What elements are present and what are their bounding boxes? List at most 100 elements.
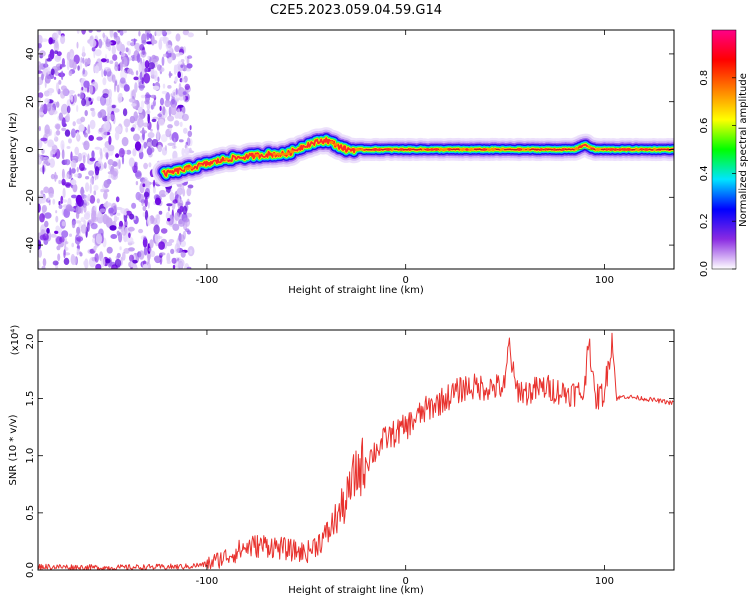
noise-blob bbox=[108, 174, 112, 179]
ridge-hotspot bbox=[578, 145, 583, 149]
noise-blob bbox=[94, 166, 100, 176]
noise-blob bbox=[161, 90, 168, 95]
noise-blob bbox=[66, 59, 70, 71]
noise-blob bbox=[61, 168, 65, 180]
noise-blob bbox=[95, 263, 102, 269]
noise-blob bbox=[121, 224, 127, 236]
ridge-hotspot bbox=[206, 162, 212, 165]
noise-blob bbox=[73, 173, 79, 178]
noise-blob bbox=[60, 63, 66, 68]
ridge-hotspot bbox=[459, 148, 466, 151]
ridge-hotspot bbox=[220, 158, 224, 162]
noise-blob bbox=[46, 227, 50, 234]
y-tick-label: 1.5 bbox=[25, 391, 36, 407]
noise-blob bbox=[180, 64, 184, 68]
ridge-hotspot bbox=[625, 148, 632, 151]
snr-background bbox=[38, 330, 674, 570]
noise-blob bbox=[112, 54, 118, 61]
noise-blob bbox=[147, 55, 150, 60]
noise-blob bbox=[184, 55, 188, 60]
noise-blob bbox=[107, 144, 115, 152]
noise-blob bbox=[172, 264, 176, 269]
noise-blob bbox=[138, 150, 144, 160]
noise-blob bbox=[55, 130, 61, 136]
noise-blob bbox=[93, 184, 99, 191]
noise-blob bbox=[122, 251, 126, 261]
ridge-hotspot bbox=[399, 148, 404, 151]
figure-title: C2E5.2023.059.04.59.G14 bbox=[270, 3, 442, 18]
ridge-hotspot bbox=[355, 148, 361, 151]
noise-blob bbox=[140, 49, 147, 58]
noise-blob bbox=[64, 241, 69, 245]
noise-blob bbox=[130, 42, 136, 47]
ridge-hotspot bbox=[276, 152, 282, 156]
noise-blob bbox=[134, 82, 138, 93]
noise-blob bbox=[86, 222, 90, 232]
noise-blob bbox=[60, 195, 64, 205]
noise-blob bbox=[178, 139, 184, 143]
noise-blob bbox=[178, 52, 183, 56]
noise-blob bbox=[149, 239, 154, 249]
noise-blob bbox=[144, 196, 148, 208]
noise-blob bbox=[81, 86, 84, 91]
ridge-hotspot bbox=[251, 154, 255, 158]
noise-blob bbox=[167, 206, 170, 212]
noise-blob bbox=[77, 65, 80, 71]
noise-blob bbox=[38, 239, 42, 250]
noise-blob bbox=[62, 199, 68, 203]
noise-blob bbox=[71, 220, 76, 229]
noise-blob bbox=[140, 94, 146, 99]
noise-blob bbox=[47, 196, 50, 201]
noise-blob bbox=[186, 266, 192, 269]
noise-blob bbox=[138, 250, 145, 260]
ridge-hotspot bbox=[643, 148, 649, 151]
noise-blob bbox=[184, 83, 190, 90]
noise-blob bbox=[116, 84, 120, 93]
noise-blob bbox=[88, 97, 92, 102]
noise-blob bbox=[41, 266, 46, 269]
noise-blob bbox=[102, 93, 109, 99]
noise-blob bbox=[150, 128, 153, 132]
noise-blob bbox=[47, 88, 55, 94]
noise-blob bbox=[103, 67, 111, 72]
noise-blob bbox=[65, 204, 73, 212]
noise-blob bbox=[97, 157, 102, 164]
ridge-hotspot bbox=[526, 148, 530, 151]
noise-blob bbox=[151, 118, 157, 123]
ridge-hotspot bbox=[608, 148, 614, 151]
noise-blob bbox=[55, 124, 61, 130]
noise-blob bbox=[83, 204, 87, 213]
noise-blob bbox=[150, 104, 154, 110]
noise-blob bbox=[90, 97, 94, 102]
noise-blob bbox=[109, 225, 117, 231]
noise-blob bbox=[89, 119, 96, 130]
noise-blob bbox=[115, 35, 121, 45]
noise-blob bbox=[116, 252, 121, 259]
noise-blob bbox=[162, 83, 166, 89]
noise-blob bbox=[147, 254, 150, 265]
noise-blob bbox=[60, 70, 64, 81]
noise-blob bbox=[42, 258, 46, 266]
noise-blob bbox=[158, 189, 167, 197]
noise-blob bbox=[148, 162, 152, 168]
noise-blob bbox=[84, 110, 88, 117]
noise-blob bbox=[38, 92, 44, 99]
noise-blob bbox=[174, 76, 178, 83]
noise-blob bbox=[93, 190, 97, 196]
noise-blob bbox=[80, 116, 86, 123]
noise-blob bbox=[123, 118, 131, 128]
noise-blob bbox=[64, 159, 71, 166]
noise-blob bbox=[150, 94, 157, 99]
ridge-hotspot bbox=[350, 148, 356, 151]
noise-blob bbox=[114, 258, 122, 268]
noise-blob bbox=[62, 187, 66, 199]
noise-blob bbox=[91, 210, 97, 222]
x-tick-label: 100 bbox=[595, 576, 614, 587]
noise-blob bbox=[43, 159, 49, 165]
noise-blob bbox=[84, 58, 88, 68]
noise-blob bbox=[76, 131, 80, 140]
noise-blob bbox=[109, 30, 114, 38]
noise-blob bbox=[171, 132, 179, 143]
noise-blob bbox=[66, 113, 70, 122]
